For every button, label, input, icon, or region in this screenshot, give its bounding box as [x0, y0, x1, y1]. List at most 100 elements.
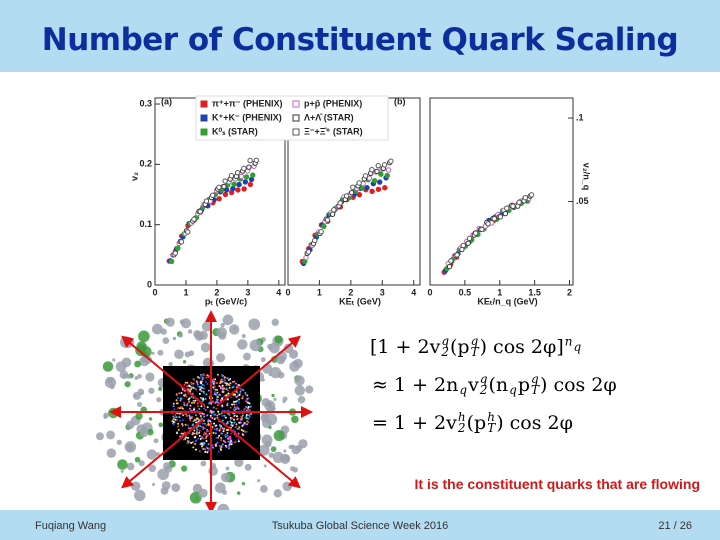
fireball-particle — [221, 397, 224, 400]
particle — [236, 491, 241, 495]
fireball-particle — [201, 383, 204, 386]
fireball-particle — [224, 433, 227, 436]
fireball-particle — [198, 429, 201, 432]
fireball-particle — [242, 409, 245, 412]
equation-text: T — [487, 421, 496, 435]
fireball-particle — [179, 399, 182, 402]
particle — [200, 460, 207, 467]
particle — [291, 415, 299, 424]
fireball-particle — [184, 423, 187, 426]
fireball-particle — [216, 391, 219, 394]
particle — [104, 376, 117, 389]
particle — [270, 446, 277, 453]
legend-label: Ξ⁻+Ξ̄⁺ (STAR) — [304, 126, 363, 136]
particle — [182, 360, 187, 364]
fireball-particle — [215, 398, 218, 401]
fireball-particle — [234, 426, 237, 429]
subscript — [565, 353, 582, 364]
fireball-particle — [191, 424, 194, 427]
fireball-particle — [229, 441, 232, 444]
fireball-particle — [235, 390, 238, 393]
fireball-particle — [193, 436, 196, 439]
fireball-particle — [215, 436, 218, 439]
particle — [262, 363, 273, 374]
legend-swatch — [292, 128, 300, 136]
particle — [271, 318, 279, 327]
fireball-particle — [172, 402, 175, 405]
fireball-particle — [236, 415, 239, 418]
equation-script: q — [509, 374, 517, 396]
equation-text: T — [470, 345, 479, 359]
flow-arrow — [217, 335, 301, 406]
fireball-particle — [233, 421, 236, 424]
fireball-particle — [197, 418, 200, 421]
particle — [268, 425, 272, 429]
fireball-particle — [192, 420, 195, 423]
plot-point — [241, 165, 247, 172]
fireball-particle — [213, 422, 216, 425]
particle — [241, 333, 246, 339]
fireball-particle — [209, 414, 212, 417]
particle — [174, 349, 184, 360]
fireball-particle — [196, 402, 199, 405]
fireball-particle — [221, 443, 224, 446]
particle — [268, 452, 275, 458]
fireball-particle — [175, 416, 178, 419]
fireball-particle — [208, 447, 211, 450]
fireball-particle — [226, 398, 229, 401]
fireball-particle — [230, 396, 233, 399]
particle — [274, 335, 283, 344]
fireball-particle — [235, 408, 238, 411]
plot-point — [337, 200, 343, 206]
fireball-particle — [226, 403, 229, 406]
plot-point — [375, 162, 381, 169]
fireball-particle — [231, 424, 234, 427]
equation-text: = 1 + 2v — [372, 412, 457, 434]
fireball-particle — [212, 378, 215, 381]
fireball-particle — [177, 428, 180, 431]
fireball-particle — [218, 429, 221, 432]
fireball-particle — [220, 412, 223, 415]
fireball-particle — [218, 393, 221, 396]
fireball-particle — [247, 405, 250, 408]
fireball-particle — [232, 418, 235, 421]
fireball-particle — [196, 381, 199, 384]
subscript: q — [459, 384, 467, 396]
plot-point — [369, 188, 375, 195]
fireball-particle — [191, 401, 194, 404]
subscript: T — [531, 384, 539, 396]
fireball-particle — [197, 437, 200, 440]
fireball-particle — [178, 419, 181, 422]
fireball-particle — [235, 403, 238, 406]
particle — [137, 388, 145, 396]
plot-point — [247, 181, 254, 188]
fireball-particle — [237, 432, 240, 435]
fireball-particle — [240, 388, 243, 391]
equation-text: 2 — [441, 345, 449, 359]
fireball-particle — [224, 416, 227, 419]
particle — [168, 361, 173, 367]
fireball-particle — [223, 414, 226, 417]
fireball-particle — [237, 440, 240, 443]
fireball-particle — [210, 411, 213, 414]
fireball-particle — [189, 419, 192, 422]
plot-point — [241, 186, 247, 192]
fireball-particle — [195, 432, 198, 435]
plot-point — [510, 203, 516, 209]
fireball-particle — [207, 420, 210, 423]
fireball-particle — [226, 437, 229, 440]
fireball-particle — [241, 397, 244, 400]
footer-author: Fuqiang Wang — [35, 520, 107, 532]
plot-point — [312, 237, 318, 244]
equations: [1 + 2v q 2 (p q T) cos 2φ] n q ≈ 1 + 2n q v q 2 (n q p… — [370, 328, 617, 442]
plot-point — [230, 185, 236, 192]
fireball-particle — [245, 430, 248, 433]
plot-point — [243, 174, 250, 180]
fireball-particle — [195, 414, 198, 417]
plot-point — [248, 176, 255, 183]
y-tick-label: 0.2 — [139, 159, 152, 169]
particle — [276, 355, 286, 365]
